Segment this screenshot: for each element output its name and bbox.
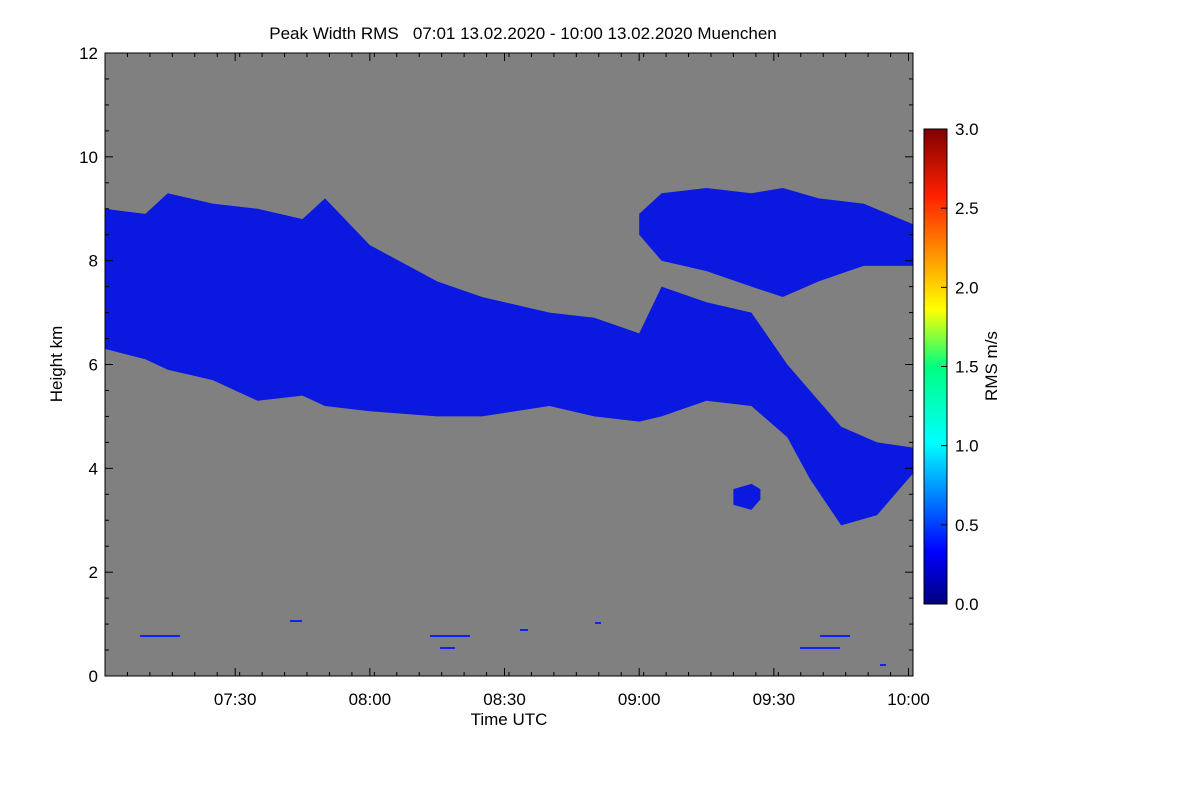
y-tick-label: 0 bbox=[89, 667, 98, 686]
y-tick-label: 12 bbox=[79, 44, 98, 63]
y-tick-label: 6 bbox=[89, 356, 98, 375]
speckle bbox=[430, 635, 470, 637]
speckle bbox=[595, 622, 601, 624]
y-tick-label: 10 bbox=[79, 148, 98, 167]
x-tick-label: 08:30 bbox=[483, 690, 526, 709]
data-layer-0 bbox=[105, 193, 913, 526]
speckle bbox=[800, 647, 840, 649]
chart-title: Peak Width RMS 07:01 13.02.2020 - 10:00 … bbox=[269, 24, 777, 43]
low-level-speckles bbox=[140, 620, 886, 666]
speckle bbox=[880, 664, 886, 666]
x-tick-label: 07:30 bbox=[214, 690, 257, 709]
x-tick-label: 08:00 bbox=[349, 690, 392, 709]
speckle bbox=[520, 629, 528, 631]
speckle bbox=[290, 620, 302, 622]
y-axis: 0 2 4 6 8 10 12 bbox=[79, 44, 913, 686]
colorbar-tick-label: 0.0 bbox=[955, 595, 979, 614]
colorbar-tick-label: 2.5 bbox=[955, 199, 979, 218]
data-layers bbox=[105, 188, 913, 526]
speckle bbox=[820, 635, 850, 637]
x-tick-label: 10:00 bbox=[887, 690, 930, 709]
colorbar-label: RMS m/s bbox=[982, 331, 1001, 401]
colorbar-tick-label: 0.5 bbox=[955, 516, 979, 535]
y-axis-label: Height km bbox=[47, 326, 66, 403]
x-tick-label: 09:00 bbox=[618, 690, 661, 709]
y-tick-label: 4 bbox=[89, 459, 98, 478]
data-layer-2 bbox=[733, 483, 761, 510]
x-axis: 07:30 08:00 08:30 09:00 09:30 10:00 bbox=[104, 53, 930, 709]
x-axis-label: Time UTC bbox=[471, 710, 548, 729]
y-tick-label: 8 bbox=[89, 252, 98, 271]
x-tick-label: 09:30 bbox=[753, 690, 796, 709]
speckle bbox=[140, 635, 180, 637]
colorbar-tick-label: 2.0 bbox=[955, 278, 979, 297]
data-layer-1 bbox=[639, 188, 913, 297]
colorbar-ticks: 0.0 0.5 1.0 1.5 2.0 2.5 3.0 bbox=[941, 120, 979, 614]
speckle bbox=[440, 647, 455, 649]
y-tick-label: 2 bbox=[89, 563, 98, 582]
colorbar-tick-label: 1.0 bbox=[955, 437, 979, 456]
colorbar-tick-label: 1.5 bbox=[955, 358, 979, 377]
colorbar-tick-label: 3.0 bbox=[955, 120, 979, 139]
